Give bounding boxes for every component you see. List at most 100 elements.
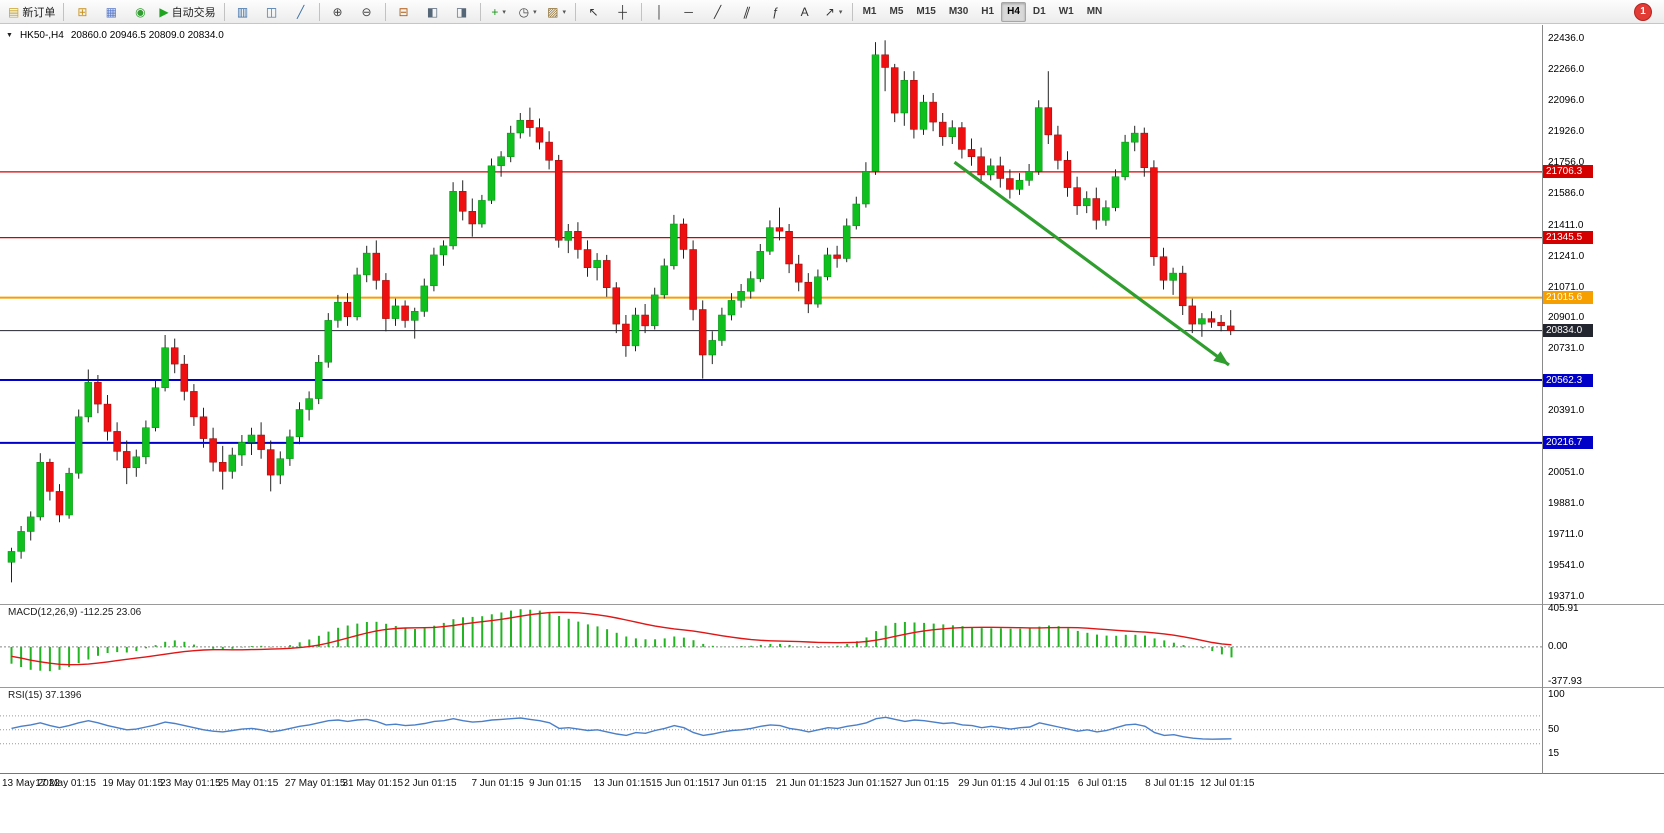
clock-icon: ◷ — [518, 4, 530, 19]
macd-rsi-separator[interactable] — [0, 687, 1664, 688]
chart-title: ▼ HK50-,H4 20860.0 20946.5 20809.0 20834… — [6, 30, 224, 41]
templates-button[interactable]: ▨ ▾ — [543, 1, 571, 23]
price-axis-label: 20051.0 — [1548, 467, 1585, 478]
rsi-canvas[interactable] — [0, 688, 1542, 773]
time-axis[interactable]: 13 May 2022 17 May 01:15 19 May 01:15 23 Ma… — [0, 776, 1542, 792]
time-axis-label: 8 Jul 01:15 — [1145, 778, 1195, 789]
time-axis-label: 15 Jun 01:15 — [651, 778, 709, 789]
new-order-icon: ▤ — [8, 4, 20, 19]
timeframe-mn-button[interactable]: MN — [1086, 5, 1103, 17]
indicators-button[interactable]: + ▾ — [485, 1, 513, 23]
price-axis-label: 22436.0 — [1548, 33, 1585, 45]
price-line-tag: 21345.5 — [1543, 231, 1593, 245]
text-icon: A — [800, 4, 809, 19]
price-axis-label: 21071.0 — [1548, 281, 1585, 293]
time-axis-label: 27 May 01:15 — [284, 778, 346, 789]
cascade-windows-button[interactable]: ◧ — [419, 1, 447, 23]
arrange-windows-icon: ◨ — [455, 4, 468, 19]
trendline-button[interactable]: ╱ — [704, 1, 732, 23]
market-watch-button[interactable]: ◉ — [126, 1, 154, 23]
new-order-button-label: 新订单 — [22, 6, 56, 19]
timeframe-h1-button[interactable]: H1 — [981, 5, 995, 17]
price-axis-label: 19711.0 — [1548, 528, 1584, 540]
price-axis-label: 22266.0 — [1548, 64, 1585, 76]
timeframe-m30-button[interactable]: M30 — [948, 5, 969, 17]
zoom-out-button[interactable]: ⊖ — [353, 1, 381, 23]
time-axis-label: 13 May 2022 — [2, 778, 60, 789]
notifications-badge[interactable]: 1 — [1634, 2, 1652, 21]
arrows-tool-button[interactable]: ↗ ▾ — [820, 1, 848, 23]
zoom-in-icon: ⊕ — [332, 4, 343, 19]
cursor-icon: ↖ — [588, 4, 599, 19]
timeframe-m15-button[interactable]: M15 — [916, 5, 936, 17]
price-line-tag: 21706.3 — [1543, 165, 1593, 179]
vertical-line-button[interactable]: │ — [646, 1, 674, 23]
dropdown-caret-icon: ▾ — [838, 8, 843, 16]
arrange-windows-button[interactable]: ◨ — [448, 1, 476, 23]
timeframe-h4-button[interactable]: H4 — [1001, 1, 1026, 22]
price-axis-label: 22096.0 — [1548, 95, 1585, 106]
text-tool-button[interactable]: A — [791, 1, 819, 23]
macd-axis-label: -377.93 — [1548, 676, 1582, 688]
new-chart-icon: ⊞ — [77, 4, 88, 19]
fibonacci-button[interactable]: ƒ — [762, 1, 790, 23]
channel-button[interactable]: ∥ — [733, 1, 761, 23]
toolbar-separator — [318, 2, 320, 21]
toolbar: ▤ 新订单 ⊞ ▦ ◉ ▶ 自动交易 ▥ ◫ ╱ ⊕ ⊖ ⊟ ◧ ◨ + ▾ ◷ ▾ ▨ ▾ ↖ ┼ │ ─ ╱ ∥ ƒ A ↗ ▾ M1 M5… — [0, 0, 1664, 24]
new-chart-button[interactable]: ⊞ — [68, 1, 96, 23]
line-chart-icon: ╱ — [296, 4, 305, 19]
macd-axis-label: 405.91 — [1548, 603, 1579, 615]
auto-trading-button-label: 自动交易 — [171, 6, 216, 19]
dropdown-caret-icon: ▾ — [502, 8, 506, 16]
trendline-icon: ╱ — [713, 4, 722, 19]
zoom-in-button[interactable]: ⊕ — [324, 1, 352, 23]
toolbar-separator — [851, 2, 853, 21]
macd-canvas[interactable] — [0, 605, 1542, 687]
periods-button[interactable]: ◷ ▾ — [514, 1, 542, 23]
horizontal-line-icon: ─ — [684, 4, 693, 19]
bar-chart-button[interactable]: ▥ — [229, 1, 257, 23]
crosshair-button[interactable]: ┼ — [609, 1, 637, 23]
candlestick-chart-button[interactable]: ◫ — [258, 1, 286, 23]
rsi-timeaxis-separator — [0, 773, 1664, 774]
toolbar-separator — [640, 2, 642, 21]
tile-windows-icon: ⊟ — [398, 4, 409, 19]
arrows-icon: ↗ — [824, 4, 835, 19]
profiles-button[interactable]: ▦ — [97, 1, 125, 23]
dropdown-caret-icon: ▾ — [562, 8, 566, 16]
rsi-axis-label: 50 — [1548, 723, 1560, 735]
timeframe-m5-button[interactable]: M5 — [889, 5, 904, 17]
timeframe-w1-button[interactable]: W1 — [1058, 5, 1074, 17]
fibonacci-icon: ƒ — [772, 4, 779, 19]
vertical-line-icon: │ — [655, 4, 664, 19]
profiles-icon: ▦ — [105, 4, 118, 19]
time-axis-label: 17 Jun 01:15 — [708, 778, 767, 789]
timeframe-m1-button[interactable]: M1 — [862, 5, 877, 17]
price-line-tag: 20216.7 — [1543, 436, 1593, 450]
time-axis-label: 31 May 01:15 — [342, 778, 404, 789]
dropdown-caret-icon: ▾ — [533, 8, 537, 16]
price-macd-separator[interactable] — [0, 604, 1664, 605]
rsi-label: RSI(15) 37.1396 — [6, 690, 84, 701]
tile-windows-button[interactable]: ⊟ — [390, 1, 418, 23]
market-watch-icon: ◉ — [135, 4, 146, 19]
time-axis-label: 29 Jun 01:15 — [958, 778, 1017, 789]
axis-separator — [1542, 25, 1543, 774]
price-axis-label: 21586.0 — [1548, 187, 1585, 199]
horizontal-line-button[interactable]: ─ — [675, 1, 703, 23]
price-axis[interactable]: 22436.0 22266.0 22096.0 21926.0 21756.0 21586… — [1543, 25, 1664, 833]
timeframe-d1-button[interactable]: D1 — [1032, 5, 1046, 17]
toolbar-separator — [63, 2, 65, 21]
line-chart-button[interactable]: ╱ — [287, 1, 315, 23]
chart-dropdown-icon[interactable]: ▼ — [6, 32, 13, 39]
toolbar-separator — [574, 2, 576, 21]
toolbar-separator — [223, 2, 225, 21]
indicators-plus-icon: + — [491, 4, 499, 19]
price-chart-canvas[interactable] — [0, 25, 1542, 604]
new-order-button[interactable]: ▤ 新订单 — [4, 1, 59, 23]
cursor-button[interactable]: ↖ — [580, 1, 608, 23]
auto-trading-button[interactable]: ▶ 自动交易 — [155, 1, 219, 23]
price-axis-label: 20391.0 — [1548, 405, 1585, 417]
price-line-tag: 20834.0 — [1543, 324, 1593, 338]
cascade-windows-icon: ◧ — [426, 4, 439, 19]
